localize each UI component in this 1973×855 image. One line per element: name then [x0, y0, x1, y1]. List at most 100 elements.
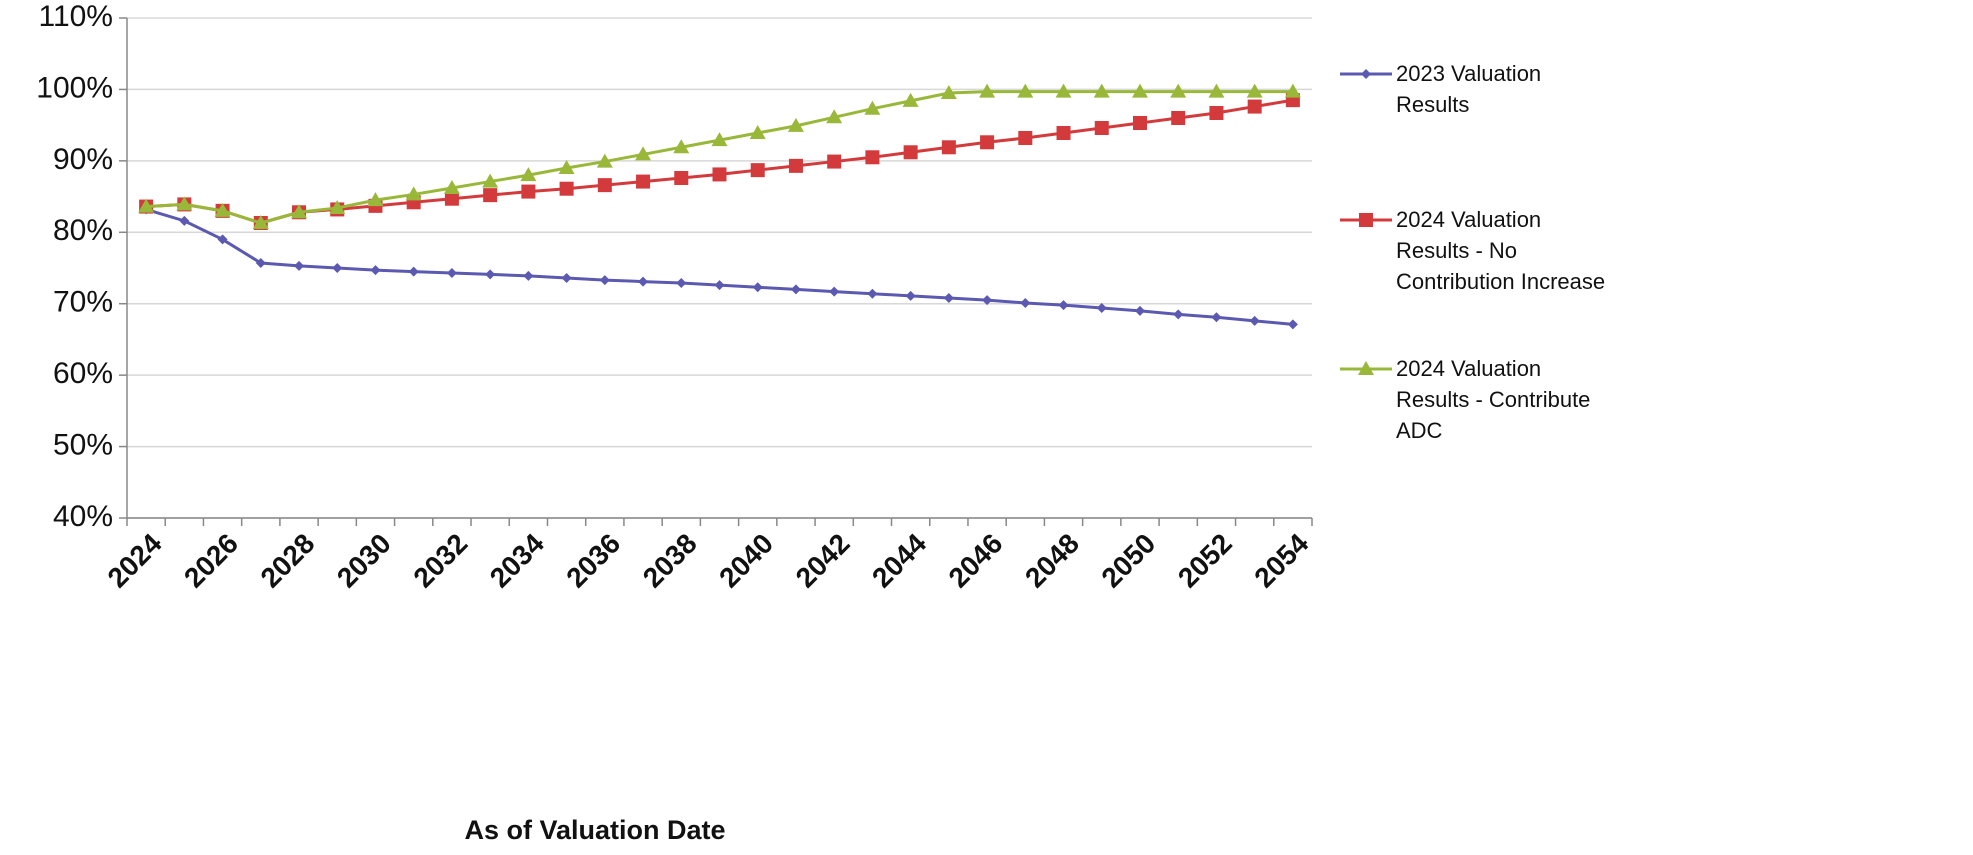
point — [940, 85, 957, 99]
x-tick-label: 2048 — [1019, 528, 1085, 594]
point — [294, 260, 305, 271]
x-tick-label: 2050 — [1095, 528, 1161, 594]
point — [787, 117, 804, 132]
point — [941, 140, 956, 155]
point — [982, 295, 993, 306]
point — [597, 178, 612, 193]
x-tick-label: 2034 — [484, 527, 550, 593]
x-tick-label: 2054 — [1248, 527, 1314, 593]
point — [1211, 312, 1222, 323]
point — [829, 286, 840, 297]
point — [867, 288, 878, 299]
y-tick-label: 40% — [53, 500, 113, 533]
point — [408, 266, 419, 277]
legend-label: 2024 Valuation Results - Contribute ADC — [1396, 356, 1591, 443]
point — [752, 282, 763, 293]
x-tick-label: 2026 — [178, 528, 244, 594]
point — [558, 160, 575, 174]
point — [1246, 83, 1263, 98]
series-line — [145, 207, 1294, 326]
point — [1094, 121, 1109, 135]
point — [1170, 83, 1187, 98]
point — [520, 167, 537, 182]
point — [446, 268, 457, 278]
point — [367, 192, 384, 207]
point — [864, 100, 881, 115]
point — [559, 181, 574, 196]
point — [903, 145, 918, 160]
point — [1358, 361, 1374, 375]
point — [1284, 83, 1301, 98]
y-tick-label: 110% — [38, 0, 113, 33]
point — [712, 167, 727, 182]
point — [521, 184, 536, 199]
point — [1171, 111, 1186, 125]
x-tick-label: 2046 — [943, 528, 1009, 594]
point — [827, 154, 842, 169]
point — [711, 132, 728, 147]
x-tick-label: 2032 — [407, 528, 473, 594]
point — [788, 158, 803, 173]
point — [1020, 298, 1031, 308]
point — [405, 186, 422, 201]
point — [1209, 106, 1224, 120]
point — [636, 174, 651, 189]
x-tick-label: 2036 — [560, 528, 626, 594]
y-tick-label: 80% — [53, 214, 113, 247]
point — [561, 273, 572, 283]
x-tick-label: 2042 — [790, 528, 856, 594]
point — [750, 163, 765, 178]
point — [790, 284, 801, 295]
point — [673, 139, 690, 154]
point — [749, 125, 766, 139]
point — [1132, 116, 1147, 130]
legend-label: 2023 Valuation Results — [1396, 61, 1542, 117]
point — [596, 153, 613, 168]
point — [979, 83, 996, 98]
x-tick-label: 2052 — [1172, 528, 1238, 594]
point — [138, 198, 155, 213]
legend-label: 2024 Valuation Results - No Contribution… — [1396, 207, 1606, 294]
point — [523, 270, 534, 281]
point — [291, 204, 308, 219]
y-tick-label: 70% — [53, 286, 113, 319]
point — [1017, 83, 1034, 98]
point — [1247, 99, 1262, 114]
point — [214, 202, 231, 217]
point — [1093, 83, 1110, 98]
point — [865, 150, 880, 165]
point — [179, 215, 190, 226]
point — [638, 276, 649, 287]
point — [980, 135, 995, 150]
point — [370, 265, 381, 276]
x-tick-label: 2040 — [713, 528, 779, 594]
point — [443, 180, 460, 194]
point — [826, 109, 843, 124]
y-tick-label: 100% — [36, 71, 113, 104]
point — [482, 173, 499, 188]
x-tick-label: 2038 — [637, 528, 703, 594]
point — [599, 275, 610, 286]
point — [714, 280, 725, 291]
point — [329, 200, 346, 214]
point — [1055, 83, 1072, 98]
point — [176, 196, 193, 211]
point — [255, 258, 266, 268]
point — [1208, 83, 1225, 98]
y-tick-label: 50% — [53, 428, 113, 461]
point — [1359, 213, 1373, 227]
point — [1173, 309, 1184, 320]
point — [483, 188, 498, 203]
point — [217, 234, 228, 245]
x-tick-label: 2024 — [102, 527, 168, 593]
point — [1287, 319, 1298, 330]
point — [1134, 305, 1145, 316]
x-tick-label: 2028 — [255, 528, 321, 594]
point — [485, 269, 496, 280]
x-tick-label: 2030 — [331, 528, 397, 594]
point — [1131, 83, 1148, 98]
point — [1058, 300, 1069, 311]
point — [332, 263, 343, 273]
